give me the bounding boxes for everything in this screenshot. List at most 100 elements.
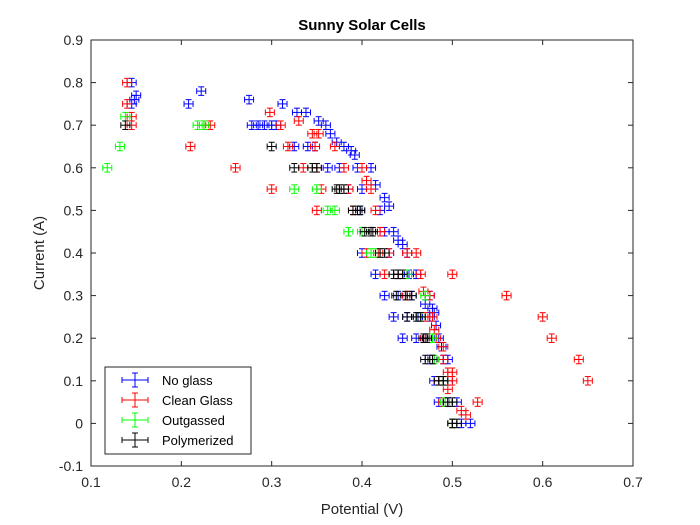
data-point: [244, 94, 255, 105]
legend-marker-clean-glass: [121, 392, 149, 408]
data-point: [196, 86, 207, 96]
data-point: [311, 205, 322, 216]
data-point: [282, 141, 293, 152]
data-point: [379, 290, 390, 301]
legend-label: Clean Glass: [162, 393, 233, 408]
data-point: [465, 418, 476, 429]
data-point: [573, 354, 584, 365]
data-point: [422, 333, 433, 343]
x-tick-label: 0.6: [533, 474, 553, 490]
data-point: [198, 120, 209, 130]
data-point: [120, 120, 131, 130]
data-point: [102, 163, 113, 173]
data-point: [325, 128, 336, 139]
data-point: [311, 184, 322, 194]
x-tick-label: 0.5: [443, 474, 463, 490]
data-point: [277, 99, 288, 109]
series-outgassed: [102, 111, 458, 429]
data-point: [415, 312, 426, 322]
data-point: [582, 376, 593, 386]
legend-marker-polymerized: [121, 432, 149, 448]
data-point: [397, 239, 408, 250]
x-tick-label: 0.2: [172, 474, 192, 490]
series-polymerized: [120, 120, 462, 429]
data-point: [451, 418, 462, 429]
x-tick-label: 0.7: [623, 474, 643, 490]
data-point: [501, 290, 512, 301]
data-point: [311, 163, 322, 173]
y-tick-label: 0.4: [64, 245, 84, 261]
data-point: [406, 290, 417, 301]
data-point: [114, 141, 125, 152]
x-tick-label: 0.3: [262, 474, 282, 490]
data-point: [472, 397, 483, 407]
y-tick-label: 0.2: [64, 330, 84, 346]
data-point: [400, 290, 411, 301]
data-point: [349, 150, 360, 160]
y-tick-label: 0.3: [64, 288, 84, 304]
legend-label: Polymerized: [162, 433, 234, 448]
y-axis-label: Current (A): [31, 216, 48, 290]
data-point: [289, 163, 300, 173]
y-tick-label: 0: [75, 415, 83, 431]
data-point: [460, 410, 471, 420]
data-point: [343, 226, 354, 237]
legend-marker-no-glass: [121, 372, 149, 388]
x-axis-label: Potential (V): [321, 501, 404, 518]
data-point: [122, 77, 133, 88]
data-point: [367, 226, 378, 237]
data-point: [384, 201, 395, 211]
data-point: [366, 184, 377, 194]
data-point: [361, 175, 372, 186]
y-tick-label: 0.6: [64, 160, 84, 176]
data-point: [442, 384, 453, 395]
data-point: [411, 248, 422, 258]
data-point: [427, 354, 438, 365]
y-tick-label: 0.9: [64, 32, 84, 48]
y-tick-label: 0.5: [64, 202, 84, 218]
data-point: [266, 141, 277, 152]
data-point: [427, 312, 438, 322]
data-point: [370, 205, 381, 216]
data-point: [546, 333, 557, 343]
data-point: [289, 184, 300, 194]
data-point: [322, 163, 333, 173]
data-point: [366, 163, 377, 173]
data-point: [379, 248, 390, 258]
data-point: [293, 116, 304, 126]
y-tick-label: 0.7: [64, 117, 84, 133]
data-point: [447, 269, 458, 280]
data-point: [185, 141, 196, 152]
data-point: [438, 376, 449, 386]
data-point: [300, 107, 312, 118]
data-point: [183, 99, 194, 109]
data-point: [264, 107, 275, 118]
data-point: [388, 312, 399, 322]
data-point: [126, 120, 137, 130]
data-point: [329, 205, 340, 216]
legend-marker-outgassed: [121, 412, 149, 428]
data-point: [338, 163, 349, 173]
data-point: [447, 397, 458, 407]
data-point: [420, 290, 431, 301]
data-point: [329, 141, 340, 152]
data-point: [355, 205, 366, 216]
data-point: [338, 184, 349, 194]
legend-label: No glass: [162, 373, 213, 388]
data-point: [438, 341, 449, 352]
x-tick-label: 0.4: [352, 474, 372, 490]
y-tick-label: 0.1: [64, 373, 84, 389]
data-point: [266, 184, 277, 194]
data-point: [313, 128, 324, 139]
data-point: [397, 269, 408, 280]
legend: No glass Clean Glass Outgassed Polymerized: [104, 366, 252, 455]
legend-label: Outgassed: [162, 413, 225, 428]
x-tick-label: 0.1: [81, 474, 101, 490]
data-point: [275, 120, 286, 130]
data-point: [397, 333, 408, 343]
chart-title: Sunny Solar Cells: [298, 17, 426, 34]
data-point: [537, 312, 548, 322]
y-tick-label: -0.1: [59, 458, 83, 474]
